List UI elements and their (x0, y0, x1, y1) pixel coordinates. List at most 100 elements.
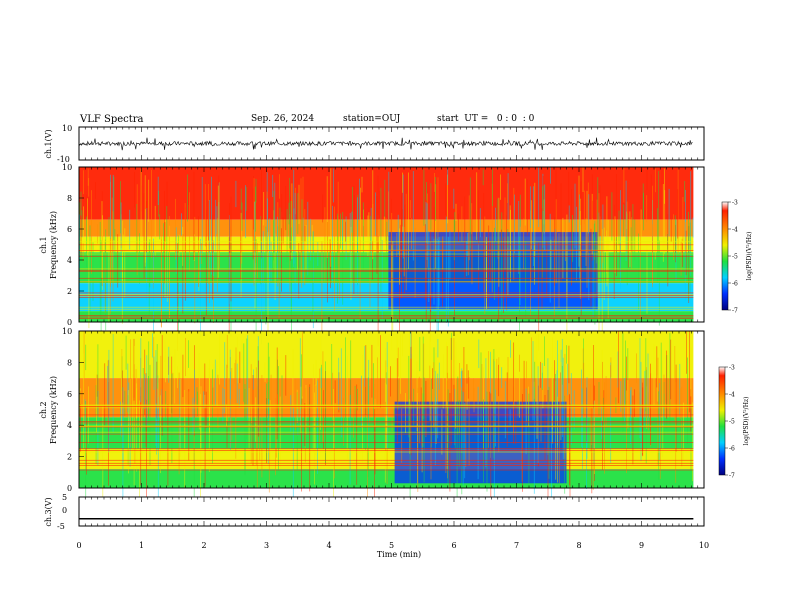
streak (129, 379, 131, 425)
streak (485, 358, 487, 468)
streak (397, 347, 399, 377)
streak (370, 207, 372, 256)
streak (458, 400, 460, 467)
streak (592, 200, 593, 219)
colorbar-tick-label: -7 (732, 308, 738, 315)
streak (156, 403, 157, 455)
date-label: Sep. 26, 2024 (251, 114, 315, 124)
station-label: station=OUJ (343, 114, 401, 124)
streak (507, 229, 509, 248)
streak (428, 231, 430, 302)
streak (120, 181, 121, 234)
line-band (79, 469, 694, 471)
streak (686, 331, 687, 374)
streak (509, 409, 511, 426)
streak (437, 177, 439, 240)
streak (177, 366, 178, 389)
streak (353, 185, 355, 295)
streak (230, 196, 232, 302)
streak (209, 241, 210, 303)
streak (240, 188, 242, 210)
line-band (79, 316, 694, 318)
streak (122, 370, 123, 403)
ch1-waveform-line (78, 137, 693, 151)
streak (410, 347, 412, 446)
streak (153, 356, 155, 390)
streak (468, 195, 470, 261)
streak (690, 171, 692, 277)
streak (682, 197, 684, 241)
streak (630, 387, 632, 416)
streak (281, 375, 283, 427)
streak (273, 220, 274, 261)
streak (648, 392, 649, 431)
streak (568, 171, 570, 217)
streak (156, 344, 158, 389)
streak (122, 234, 124, 252)
streak (236, 336, 238, 362)
streak (592, 234, 594, 317)
streak (175, 198, 176, 260)
streak (435, 397, 436, 423)
streak (429, 241, 431, 295)
ch1-ytick-bottom: -10 (57, 155, 70, 164)
streak (146, 355, 148, 426)
colorbar-tick-label: -5 (732, 254, 738, 261)
colorbar-tick-label: -7 (729, 473, 735, 480)
xtick-label: 6 (451, 541, 456, 550)
streak (369, 386, 371, 423)
streak (501, 367, 503, 388)
streak (568, 205, 570, 223)
streak (513, 187, 515, 280)
streak (286, 209, 288, 262)
line-band (79, 295, 694, 297)
line-band (79, 308, 694, 310)
streak (561, 338, 563, 437)
streak (590, 228, 592, 307)
streak (114, 229, 116, 259)
streak (658, 391, 660, 480)
streak (362, 355, 363, 463)
streak (241, 202, 243, 231)
streak (158, 190, 160, 217)
streak (618, 331, 619, 404)
streak (598, 241, 600, 339)
streak (316, 378, 318, 408)
streak (361, 176, 363, 193)
streak (282, 217, 284, 244)
streak (445, 183, 446, 215)
streak (625, 180, 627, 261)
streak (544, 336, 545, 366)
streak (270, 241, 272, 282)
ytick-label: 0 (67, 318, 72, 327)
streak (140, 338, 142, 403)
ytick-label: 8 (67, 194, 72, 203)
streak (217, 374, 219, 429)
streak (636, 353, 637, 384)
streak (579, 211, 581, 245)
line-band (79, 270, 694, 272)
streak (582, 167, 584, 192)
streak (132, 374, 134, 454)
line-band (79, 315, 694, 316)
streak (476, 172, 478, 240)
streak (541, 363, 543, 389)
streak (248, 388, 250, 448)
streak (601, 229, 603, 337)
ch1-frame (78, 126, 705, 161)
streak (208, 367, 210, 472)
streak (442, 239, 443, 307)
streak (155, 350, 157, 446)
streak (161, 335, 163, 436)
streak (391, 404, 393, 432)
streak (580, 225, 582, 257)
streak (236, 363, 238, 404)
streak (421, 376, 423, 473)
streak (397, 214, 399, 255)
line-band (79, 250, 694, 251)
line-band (79, 406, 694, 407)
streak (506, 215, 507, 311)
streak (146, 200, 147, 253)
streak (322, 194, 324, 223)
streak (81, 210, 83, 238)
